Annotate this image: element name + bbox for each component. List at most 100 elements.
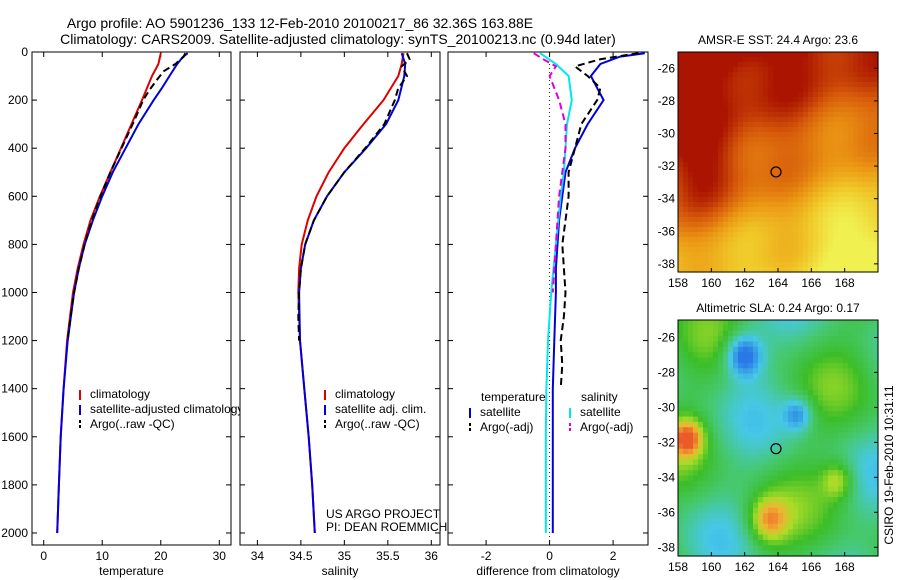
map-cell [758,336,764,343]
map-cell [868,523,874,530]
map-cell [828,330,834,337]
map-cell [813,362,819,369]
map-cell [868,67,874,73]
map-cell [833,237,839,243]
map-x-tick-label: 168 [835,276,855,290]
map-cell [803,395,809,402]
map-cell [783,518,789,525]
map-cell [688,157,694,163]
map-cell [733,167,739,173]
map-cell [828,257,834,263]
map-cell [843,197,849,203]
map-cell [753,352,759,359]
map-cell [823,330,829,337]
map-cell [703,421,709,428]
map-cell [853,362,859,369]
map-cell [763,400,769,407]
map-cell [788,107,794,113]
map-cell [798,357,804,364]
map-cell [703,502,709,509]
map-cell [718,491,724,498]
map-cell [843,480,849,487]
map-cell [853,197,859,203]
map-cell [818,405,824,412]
map-cell [683,502,689,509]
map-cell [873,362,879,369]
map-cell [813,550,819,557]
map-cell [843,247,849,253]
map-cell [748,167,754,173]
map-cell [848,389,854,396]
map-cell [823,416,829,423]
map-cell [753,443,759,450]
map-cell [753,464,759,471]
map-cell [783,330,789,337]
map-cell [778,384,784,391]
map-cell [788,502,794,509]
map-cell [738,320,744,326]
map-cell [848,518,854,525]
map-cell [873,127,879,133]
map-cell [678,432,684,439]
map-cell [713,112,719,118]
map-cell [848,102,854,108]
map-cell [718,162,724,168]
map-cell [873,172,879,178]
map-cell [853,395,859,402]
map-cell [688,177,694,183]
map-cell [768,336,774,343]
map-cell [698,107,704,113]
map-cell [798,247,804,253]
map-cell [818,192,824,198]
map-cell [813,127,819,133]
map-cell [823,67,829,73]
map-cell [813,122,819,128]
map-cell [778,117,784,123]
map-cell [843,207,849,213]
map-cell [758,187,764,193]
map-cell [868,262,874,268]
map-cell [758,152,764,158]
map-cell [833,491,839,498]
map-cell [728,443,734,450]
map-cell [688,486,694,493]
map-cell [808,432,814,439]
map-cell [808,523,814,530]
map-cell [858,142,864,148]
map-cell [723,262,729,268]
map-cell [683,242,689,248]
map-cell [748,112,754,118]
map-cell [723,107,729,113]
map-cell [788,157,794,163]
map-cell [843,122,849,128]
map-cell [703,330,709,337]
map-cell [858,545,864,552]
map-cell [813,448,819,455]
map-cell [808,330,814,337]
map-cell [763,539,769,546]
y-tick-label: 1400 [1,382,28,396]
map-cell [858,475,864,482]
map-cell [853,346,859,353]
map-cell [863,405,869,412]
map-cell [788,182,794,188]
map-cell [683,222,689,228]
map-cell [873,107,879,113]
map-cell [833,443,839,450]
map-cell [843,232,849,238]
map-cell [863,242,869,248]
map-cell [718,534,724,541]
map-cell [858,373,864,380]
map-cell [848,405,854,412]
map-cell [763,502,769,509]
map-cell [683,52,689,58]
map-cell [723,257,729,263]
map-cell [793,336,799,343]
map-cell [778,475,784,482]
map-cell [713,448,719,455]
map-cell [738,202,744,208]
map-cell [778,87,784,93]
map-cell [868,427,874,434]
map-cell [828,545,834,552]
map-cell [853,486,859,493]
